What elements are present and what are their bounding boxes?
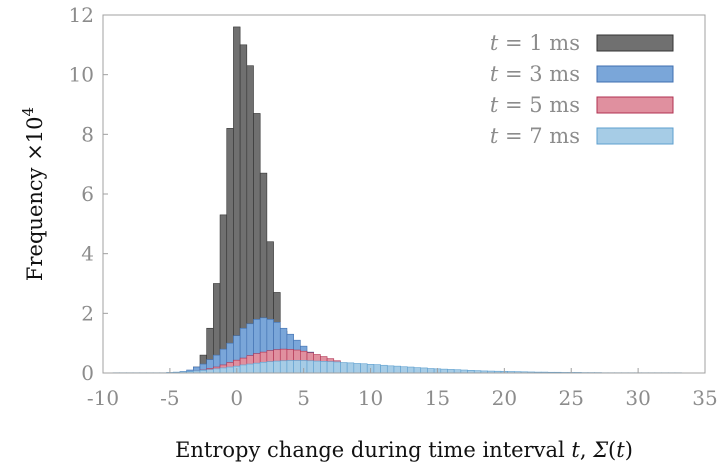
bar [320,361,328,374]
y-tick-label: 12 [69,3,94,27]
x-tick-label: 10 [358,386,383,410]
bars-layer [112,26,682,374]
bar [219,367,228,374]
bar [273,360,281,374]
bar [213,368,221,374]
x-axis-label-var-t: t [571,438,580,462]
bar [400,366,408,374]
y-axis-label: Frequency ×104 [19,107,47,281]
bar [266,361,274,374]
legend-label-3: t = 5 ms [490,93,580,117]
x-tick-label: 25 [558,386,583,410]
ticks-layer: -10 -5 0 5 10 15 20 25 30 35 0 2 4 6 8 10 12 [69,3,718,410]
bar [279,360,288,374]
legend-swatch-3 [596,96,674,114]
x-tick-label: 35 [692,386,717,410]
bar [233,26,241,374]
x-tick-label: 15 [425,386,450,410]
x-tick-label: 20 [492,386,517,410]
bar [286,360,294,374]
legend-swatch-2 [596,65,674,83]
y-axis-label-exponent: 4 [19,107,37,117]
legend-swatch-4 [596,127,674,145]
legend-label-2: t = 3 ms [490,62,580,86]
legend-var: t [490,93,499,117]
series-1-bars [186,26,301,374]
legend-var: t [490,62,499,86]
bar [447,369,455,374]
y-tick-label: 6 [81,182,94,206]
bar [340,362,348,374]
y-tick-label: 2 [81,301,94,325]
bar [313,360,321,374]
legend: t = 1 mst = 3 mst = 5 mst = 7 ms [490,31,674,148]
bar [259,361,268,374]
bar [253,362,261,374]
x-tick-label: -10 [87,386,119,410]
bar [427,368,435,374]
bar [380,364,388,374]
bar [420,367,428,374]
y-axis-label-main: Frequency ×10 [23,116,47,281]
bar [440,368,448,374]
bar [306,360,314,374]
bar [386,365,395,374]
bar [360,363,368,374]
legend-value: = 3 ms [498,62,580,86]
bar [393,365,401,374]
bar [373,364,381,374]
x-axis-label-close: ) [625,438,633,462]
legend-value: = 5 ms [498,93,580,117]
x-axis-label: Entropy change during time interval t, Σ… [175,438,633,462]
y-tick-label: 4 [81,242,94,266]
bar [413,367,422,374]
bar [346,362,355,374]
bar [246,363,254,374]
y-tick-label: 10 [69,63,94,87]
y-tick-label: 8 [81,122,94,146]
legend-label-4: t = 7 ms [490,124,580,148]
legend-var: t [490,31,499,55]
x-axis-label-prefix: Entropy change during time interval [175,438,571,462]
bar [239,364,248,374]
x-axis-label-sep: , [580,438,593,462]
bar [333,361,341,374]
bar [326,361,335,374]
bar [239,44,248,374]
legend-var: t [490,124,499,148]
x-axis-label-var-t2: t [616,438,625,462]
bar [353,363,361,374]
bar [226,128,234,374]
bar [293,360,301,374]
y-tick-label: 0 [81,361,94,385]
x-tick-label: -5 [160,386,179,410]
x-tick-label: 5 [297,386,310,410]
x-axis-label-open: ( [608,438,616,462]
legend-swatch-1 [596,34,674,52]
legend-value: = 7 ms [498,124,580,148]
x-tick-label: 0 [230,386,243,410]
legend-value: = 1 ms [498,31,580,55]
legend-label-1: t = 1 ms [490,31,580,55]
x-axis-label-sigma: Σ [592,438,608,462]
bar [226,366,234,374]
bar [407,366,415,374]
x-tick-label: 30 [625,386,650,410]
